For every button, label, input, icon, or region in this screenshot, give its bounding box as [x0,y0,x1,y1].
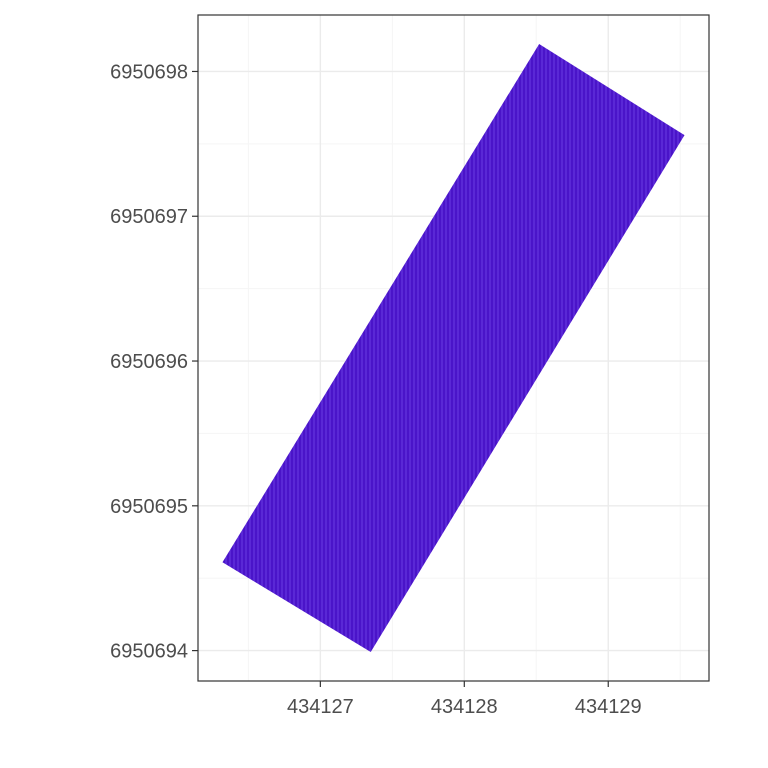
y-axis: 6950694 6950695 6950696 6950697 6950698 [110,61,198,663]
x-tick-label: 434129 [575,696,642,718]
y-tick-label: 6950694 [110,641,188,663]
x-axis: 434127 434128 434129 [287,681,642,718]
plot-panel-border [197,14,710,682]
y-tick-label: 6950695 [110,496,188,518]
polygon-layer [222,43,685,653]
x-tick-label: 434128 [431,696,498,718]
y-tick-label: 6950698 [110,61,188,83]
y-tick-label: 6950696 [110,351,188,373]
y-tick-label: 6950697 [110,206,188,228]
parcel-polygon [222,43,685,653]
x-tick-label: 434127 [287,696,354,718]
